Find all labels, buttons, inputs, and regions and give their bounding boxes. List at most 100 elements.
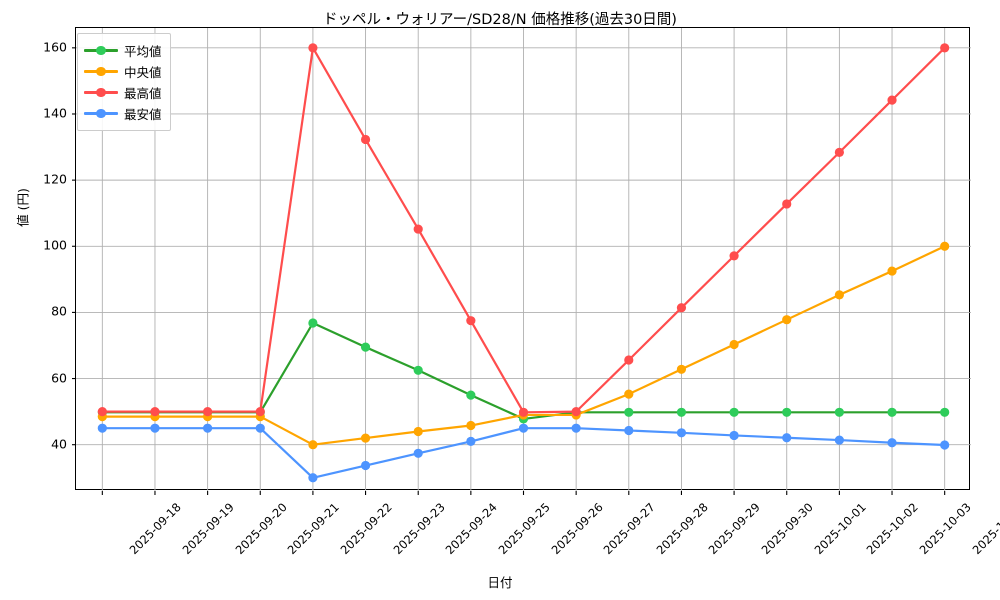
x-tick-label: 2025-09-26	[548, 500, 606, 558]
x-tick-label: 2025-10-04	[969, 500, 1000, 558]
legend-item-1[interactable]: 中央値	[84, 61, 162, 82]
data-point	[887, 266, 897, 276]
x-tick-label: 2025-09-24	[442, 500, 500, 558]
data-point	[782, 199, 792, 209]
data-point	[360, 433, 371, 443]
data-point	[624, 407, 634, 417]
data-point	[97, 423, 107, 433]
data-point	[150, 423, 160, 433]
data-point	[940, 43, 950, 53]
chart-legend: 平均値中央値最高値最安値	[77, 33, 171, 131]
data-point	[624, 355, 634, 365]
x-tick-label: 2025-09-20	[232, 500, 290, 558]
y-tick-label: 140	[43, 105, 67, 121]
data-point	[940, 241, 950, 251]
legend-label: 最高値	[124, 86, 162, 101]
legend-swatch-icon	[84, 87, 118, 99]
legend-label: 平均値	[124, 44, 162, 59]
data-point	[834, 435, 844, 445]
data-point	[466, 436, 476, 446]
data-point	[360, 342, 371, 352]
x-tick-label: 2025-09-21	[284, 500, 342, 558]
x-tick-label: 2025-10-03	[916, 500, 974, 558]
legend-swatch-icon	[84, 66, 118, 78]
data-point	[203, 423, 213, 433]
y-axis-tick-labels: 40 60 80 100 120 140 160	[5, 27, 67, 490]
data-point	[729, 430, 739, 441]
x-axis-label: 日付	[487, 575, 513, 590]
data-point	[308, 440, 318, 450]
x-tick-label: 2025-09-28	[653, 500, 711, 558]
legend-swatch-icon	[84, 45, 118, 57]
legend-swatch-icon	[84, 108, 118, 120]
series-1	[97, 241, 950, 450]
x-tick-label: 2025-09-25	[495, 500, 553, 558]
legend-label: 中央値	[124, 65, 162, 80]
data-point	[308, 43, 318, 53]
data-series-layer	[97, 43, 950, 483]
data-point	[940, 440, 950, 450]
data-point	[834, 407, 844, 417]
data-point	[97, 407, 107, 417]
y-tick-label: 120	[43, 171, 67, 187]
data-point	[308, 318, 318, 328]
data-point	[782, 315, 792, 325]
data-point	[676, 303, 687, 313]
x-tick-label: 2025-09-19	[179, 500, 237, 558]
data-point	[834, 147, 844, 157]
x-tick-label: 2025-09-30	[758, 500, 816, 558]
data-point	[834, 290, 844, 300]
y-tick-label: 60	[51, 370, 67, 386]
data-point	[887, 438, 897, 448]
legend-item-2[interactable]: 最高値	[84, 82, 162, 103]
data-point	[255, 407, 265, 417]
data-point	[466, 420, 476, 431]
y-tick-label: 160	[43, 39, 67, 55]
series-2	[97, 43, 950, 417]
data-point	[571, 407, 581, 417]
plot-area	[72, 27, 971, 495]
data-point	[150, 407, 160, 417]
x-axis-tick-labels: 2025-09-18 2025-09-19 2025-09-20 2025-09-21…	[75, 494, 1000, 574]
data-point	[466, 390, 476, 400]
data-point	[887, 407, 897, 417]
x-tick-label: 2025-09-22	[337, 500, 395, 558]
y-tick-label: 40	[51, 436, 67, 452]
y-tick-label: 100	[43, 237, 67, 253]
data-point	[624, 389, 634, 399]
data-point	[729, 407, 739, 417]
data-point	[518, 407, 529, 417]
data-point	[624, 425, 634, 436]
legend-item-0[interactable]: 平均値	[84, 40, 162, 61]
x-tick-label: 2025-10-01	[811, 500, 869, 558]
data-point	[571, 423, 581, 433]
data-point	[782, 407, 792, 417]
data-point	[782, 433, 792, 443]
data-point	[729, 251, 739, 261]
data-point	[676, 428, 687, 438]
x-tick-label: 2025-10-02	[863, 500, 922, 558]
legend-item-3[interactable]: 最安値	[84, 103, 162, 124]
x-tick-label: 2025-09-29	[706, 500, 764, 558]
data-point	[360, 134, 371, 145]
data-point	[676, 407, 687, 417]
data-point	[676, 364, 687, 374]
data-point	[413, 448, 423, 458]
x-tick-label: 2025-09-27	[600, 500, 658, 558]
x-tick-label: 2025-09-18	[126, 500, 185, 558]
data-point	[308, 473, 318, 483]
data-point	[360, 460, 371, 471]
data-point	[518, 423, 529, 433]
data-point	[413, 365, 423, 375]
data-point	[940, 407, 950, 417]
data-point	[413, 426, 423, 437]
data-point	[887, 95, 897, 105]
data-point	[413, 224, 423, 234]
x-tick-label: 2025-09-23	[390, 500, 448, 558]
data-point	[255, 423, 265, 433]
legend-label: 最安値	[124, 107, 162, 122]
series-3	[97, 423, 950, 483]
data-point	[203, 407, 213, 417]
data-point	[466, 316, 476, 326]
